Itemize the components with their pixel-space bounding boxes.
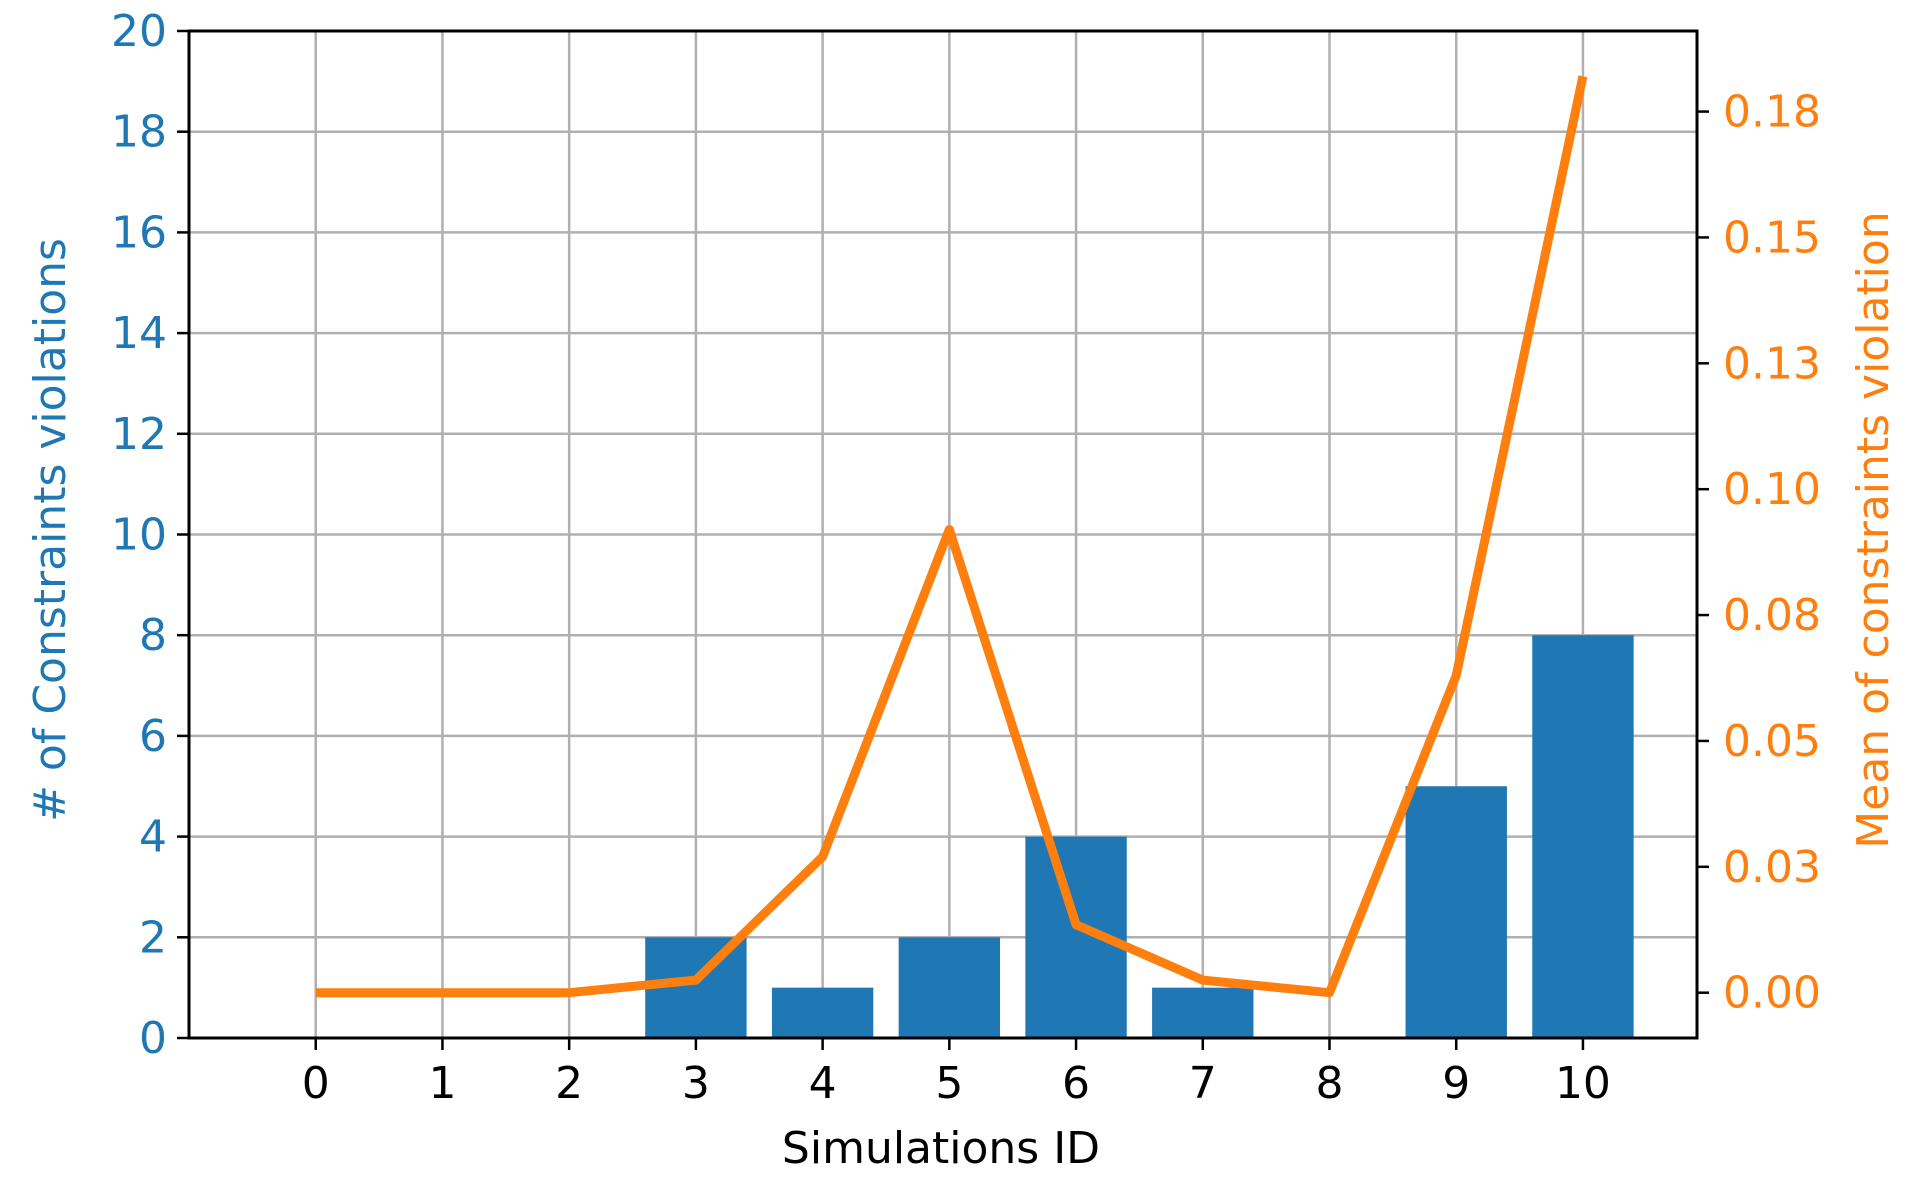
y-tick-label-left: 20 bbox=[111, 6, 167, 57]
x-tick-label: 1 bbox=[428, 1058, 456, 1109]
y-tick-label-left: 18 bbox=[111, 107, 167, 158]
y-axis-label-left: # of Constraints violations bbox=[25, 238, 76, 822]
y-tick-label-left: 4 bbox=[139, 812, 167, 863]
x-tick-label: 6 bbox=[1062, 1058, 1090, 1109]
bar bbox=[1152, 987, 1254, 1038]
y-tick-label-left: 10 bbox=[111, 510, 167, 561]
y-tick-label-right: 0.15 bbox=[1723, 212, 1821, 263]
y-axis-label-right: Mean of constraints violation bbox=[1848, 211, 1899, 848]
y-ticks-left: 0 2 4 6 8 10 12 14 16 18 20 bbox=[111, 6, 189, 1064]
y-tick-label-left: 2 bbox=[139, 912, 167, 963]
y-tick-label-left: 0 bbox=[139, 1013, 167, 1064]
y-tick-label-right: 0.13 bbox=[1723, 338, 1821, 389]
y-tick-label-left: 6 bbox=[139, 711, 167, 762]
y-tick-label-left: 12 bbox=[111, 409, 167, 460]
x-tick-label: 4 bbox=[809, 1058, 837, 1109]
x-tick-label: 0 bbox=[302, 1058, 330, 1109]
x-ticks: 0 1 2 3 4 5 6 7 8 9 10 bbox=[302, 1038, 1611, 1109]
y-tick-label-left: 14 bbox=[111, 308, 167, 359]
y-tick-label-right: 0.03 bbox=[1723, 842, 1821, 893]
x-tick-label: 10 bbox=[1555, 1058, 1611, 1109]
y-tick-label-right: 0.08 bbox=[1723, 590, 1821, 641]
bar bbox=[898, 937, 1001, 1038]
x-tick-label: 2 bbox=[555, 1058, 583, 1109]
y-tick-label-left: 8 bbox=[139, 610, 167, 661]
y-tick-label-left: 16 bbox=[111, 207, 167, 258]
bar bbox=[771, 987, 874, 1038]
y-tick-label-right: 0.05 bbox=[1723, 716, 1821, 767]
x-axis-label: Simulations ID bbox=[782, 1123, 1100, 1174]
y-tick-label-right: 0.10 bbox=[1723, 464, 1821, 515]
y-ticks-right: 0.00 0.03 0.05 0.08 0.10 0.13 0.15 0.18 bbox=[1697, 87, 1821, 1019]
line-path bbox=[315, 75, 1588, 998]
bar bbox=[1532, 635, 1634, 1038]
x-tick-label: 5 bbox=[935, 1058, 963, 1109]
x-tick-label: 8 bbox=[1316, 1058, 1344, 1109]
y-tick-label-right: 0.18 bbox=[1723, 87, 1821, 138]
line-series bbox=[315, 75, 1588, 998]
x-tick-label: 9 bbox=[1442, 1058, 1470, 1109]
x-tick-label: 3 bbox=[682, 1058, 710, 1109]
bar bbox=[1405, 786, 1507, 1038]
x-tick-label: 7 bbox=[1189, 1058, 1217, 1109]
y-tick-label-right: 0.00 bbox=[1723, 968, 1821, 1019]
